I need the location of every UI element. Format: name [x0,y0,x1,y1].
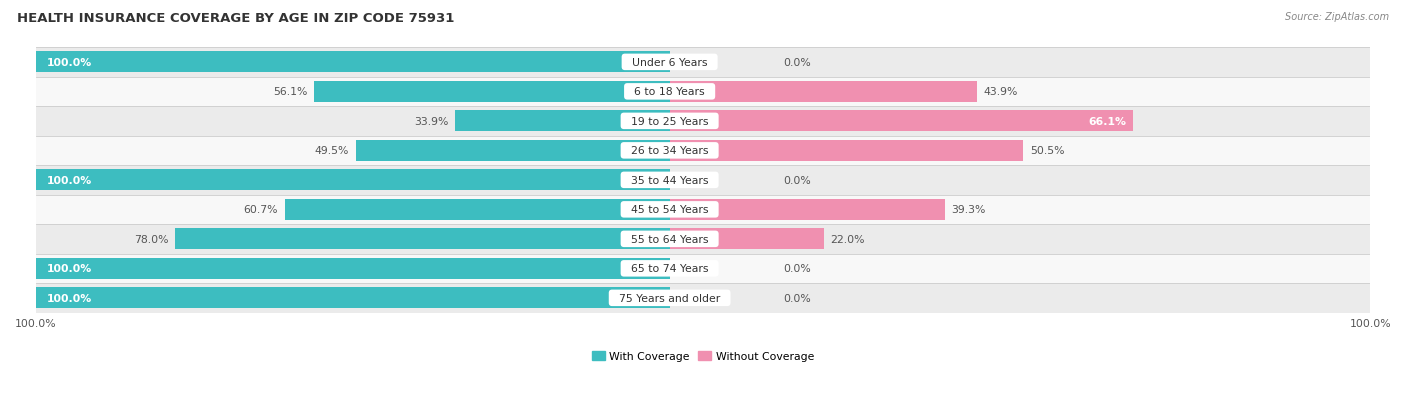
Bar [669,111,1133,132]
Bar [35,254,1371,283]
Bar [35,48,1371,77]
Text: Source: ZipAtlas.com: Source: ZipAtlas.com [1285,12,1389,22]
Text: 39.3%: 39.3% [952,205,986,215]
Bar [669,140,1024,161]
Bar [35,170,669,191]
Text: 100.0%: 100.0% [46,293,91,303]
Text: 100.0%: 100.0% [46,58,91,68]
Bar [35,136,1371,166]
Bar [314,81,669,103]
Text: 33.9%: 33.9% [413,116,449,126]
Text: 78.0%: 78.0% [134,234,169,244]
Text: 0.0%: 0.0% [783,58,811,68]
Text: 43.9%: 43.9% [984,87,1018,97]
Bar [35,283,1371,313]
Text: 26 to 34 Years: 26 to 34 Years [624,146,716,156]
Text: 56.1%: 56.1% [273,87,308,97]
Text: 22.0%: 22.0% [831,234,865,244]
Bar [35,77,1371,107]
Text: 100.0%: 100.0% [46,264,91,274]
Text: 50.5%: 50.5% [1031,146,1064,156]
Bar [35,107,1371,136]
Text: 0.0%: 0.0% [783,176,811,185]
Bar [176,229,669,250]
Text: 66.1%: 66.1% [1088,116,1126,126]
Bar [669,229,824,250]
Bar [454,111,669,132]
Text: Under 6 Years: Under 6 Years [624,58,714,68]
Bar [35,52,669,74]
Text: 100.0%: 100.0% [46,176,91,185]
Text: 49.5%: 49.5% [315,146,349,156]
Text: 55 to 64 Years: 55 to 64 Years [624,234,716,244]
Bar [285,199,669,221]
Bar [35,287,669,309]
Bar [669,199,945,221]
Text: 60.7%: 60.7% [243,205,278,215]
Bar [35,166,1371,195]
Text: 75 Years and older: 75 Years and older [612,293,727,303]
Text: 45 to 54 Years: 45 to 54 Years [624,205,716,215]
Legend: With Coverage, Without Coverage: With Coverage, Without Coverage [588,347,818,366]
Text: 0.0%: 0.0% [783,264,811,274]
Text: 35 to 44 Years: 35 to 44 Years [624,176,716,185]
Text: 65 to 74 Years: 65 to 74 Years [624,264,716,274]
Bar [35,195,1371,225]
Bar [356,140,669,161]
Text: HEALTH INSURANCE COVERAGE BY AGE IN ZIP CODE 75931: HEALTH INSURANCE COVERAGE BY AGE IN ZIP … [17,12,454,25]
Bar [35,225,1371,254]
Text: 6 to 18 Years: 6 to 18 Years [627,87,711,97]
Text: 0.0%: 0.0% [783,293,811,303]
Bar [35,258,669,279]
Text: 19 to 25 Years: 19 to 25 Years [624,116,716,126]
Bar [669,81,977,103]
